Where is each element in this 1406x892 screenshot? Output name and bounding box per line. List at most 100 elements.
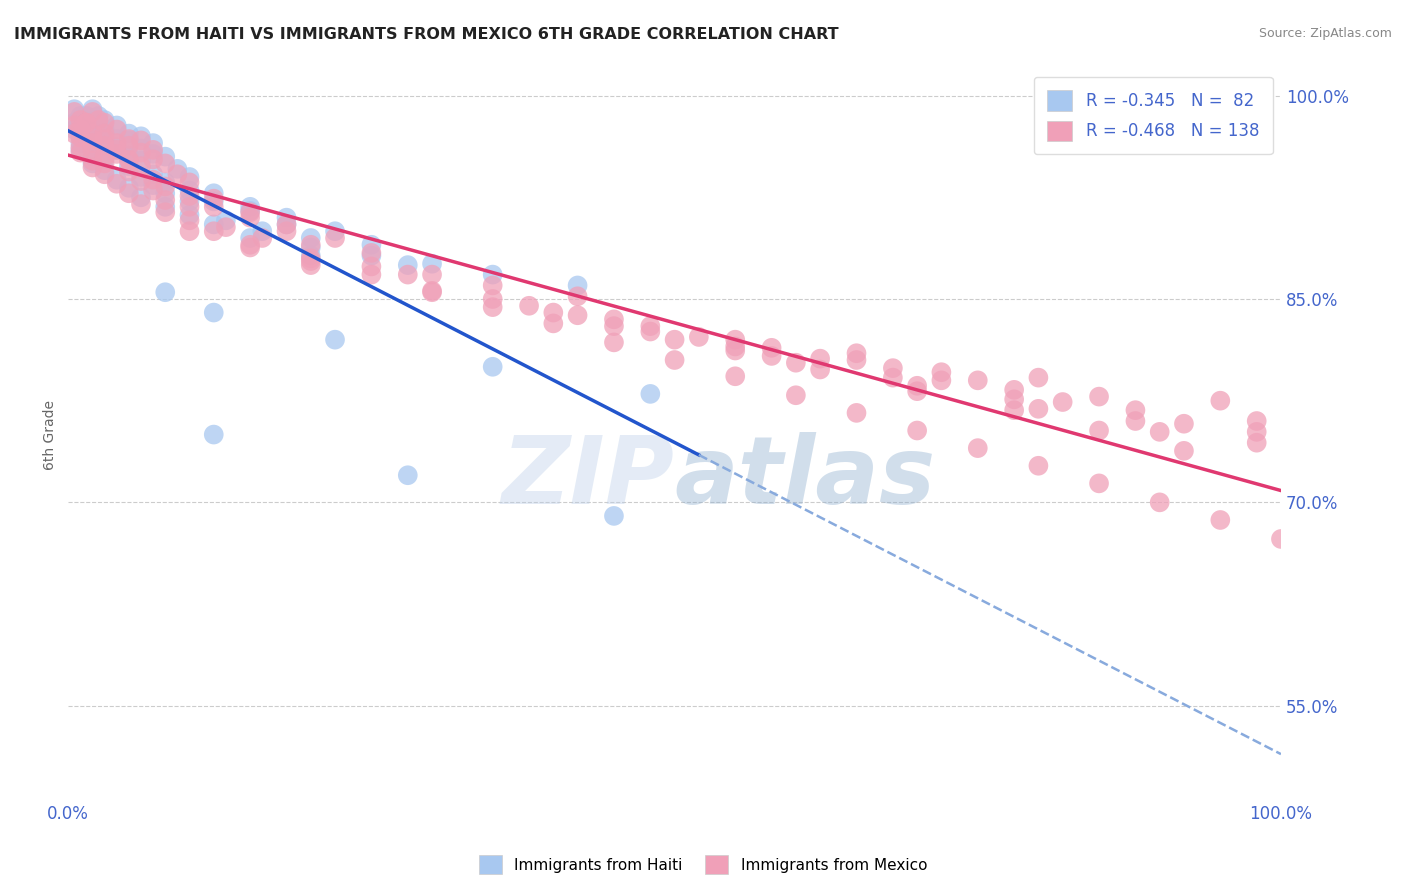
Point (82, 132, 104, 146)
Point (105, 119, 128, 133)
Legend: R = -0.345   N =  82, R = -0.468   N = 138: R = -0.345 N = 82, R = -0.468 N = 138 (1035, 77, 1272, 154)
Point (69, 122, 91, 136)
Point (761, 341, 783, 355)
Point (640, 387, 662, 401)
Point (640, 325, 662, 339)
Point (129, 174, 152, 188)
Point (202, 200, 225, 214)
Point (69, 143, 91, 157)
Point (82, 127, 104, 141)
Point (118, 164, 141, 178)
Point (603, 508, 626, 523)
Text: ZIP: ZIP (502, 433, 675, 524)
Point (69, 145, 91, 160)
Point (517, 299, 540, 313)
Point (567, 308, 589, 322)
Point (118, 138, 141, 153)
Point (323, 231, 346, 245)
Point (155, 205, 177, 219)
Point (129, 190, 152, 204)
Point (69, 119, 91, 133)
Point (1246, 425, 1268, 439)
Point (82, 122, 104, 136)
Point (129, 169, 152, 184)
Point (931, 373, 953, 387)
Point (142, 178, 165, 193)
Point (105, 143, 128, 157)
Point (118, 133, 141, 147)
Point (82, 132, 104, 146)
Point (299, 237, 322, 252)
Point (129, 153, 152, 168)
Point (239, 237, 262, 252)
Point (179, 213, 201, 227)
Point (1246, 435, 1268, 450)
Point (142, 172, 165, 186)
Point (69, 113, 91, 128)
Text: Source: ZipAtlas.com: Source: ZipAtlas.com (1258, 27, 1392, 40)
Point (63, 102, 86, 116)
Point (75, 113, 97, 128)
Point (93, 127, 115, 141)
Point (276, 211, 298, 225)
Point (93, 153, 115, 167)
Point (481, 268, 503, 282)
Point (129, 129, 152, 144)
Point (845, 353, 868, 368)
Point (1088, 424, 1111, 438)
Point (82, 102, 104, 116)
Point (202, 305, 225, 319)
Point (215, 213, 238, 227)
Point (481, 300, 503, 314)
Point (202, 192, 225, 206)
Point (142, 167, 165, 181)
Point (75, 109, 97, 123)
Point (808, 351, 831, 366)
Point (63, 122, 86, 136)
Point (155, 156, 177, 170)
Point (82, 143, 104, 157)
Point (567, 289, 589, 303)
Point (93, 122, 115, 136)
Point (105, 140, 128, 154)
Point (179, 189, 201, 203)
Point (105, 136, 128, 150)
Point (323, 224, 346, 238)
Point (845, 346, 868, 360)
Point (129, 141, 152, 155)
Point (603, 319, 626, 334)
Point (1125, 403, 1147, 417)
Point (276, 218, 298, 232)
Point (93, 138, 115, 153)
Text: IMMIGRANTS FROM HAITI VS IMMIGRANTS FROM MEXICO 6TH GRADE CORRELATION CHART: IMMIGRANTS FROM HAITI VS IMMIGRANTS FROM… (14, 27, 839, 42)
Point (1028, 370, 1050, 384)
Point (129, 159, 152, 173)
Point (105, 172, 128, 186)
Point (118, 186, 141, 201)
Point (360, 237, 382, 252)
Point (239, 203, 262, 218)
Legend: Immigrants from Haiti, Immigrants from Mexico: Immigrants from Haiti, Immigrants from M… (472, 849, 934, 880)
Point (420, 268, 443, 282)
Point (1002, 392, 1025, 407)
Point (166, 161, 188, 176)
Point (87, 109, 110, 123)
Point (1002, 383, 1025, 397)
Point (360, 249, 382, 263)
Point (905, 384, 928, 399)
Y-axis label: 6th Grade: 6th Grade (44, 400, 58, 469)
Point (105, 177, 128, 191)
Point (202, 186, 225, 201)
Point (882, 361, 904, 376)
Point (179, 184, 201, 198)
Point (481, 278, 503, 293)
Point (82, 138, 104, 153)
Point (93, 127, 115, 141)
Point (118, 153, 141, 167)
Point (129, 145, 152, 160)
Point (1088, 476, 1111, 491)
Point (299, 254, 322, 268)
Point (63, 119, 86, 133)
Point (69, 136, 91, 150)
Point (82, 156, 104, 170)
